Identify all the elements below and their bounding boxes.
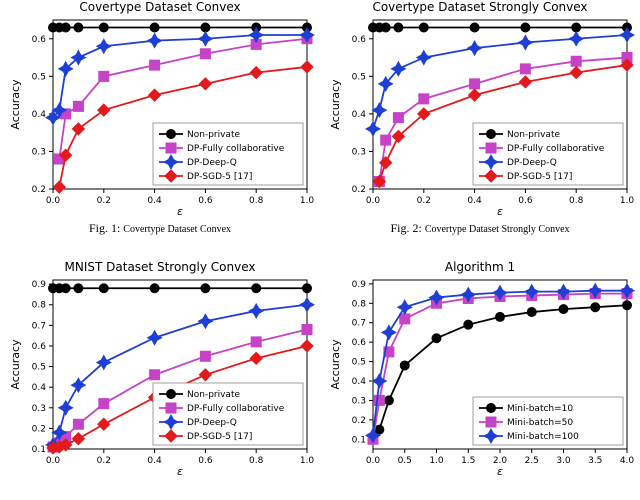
- figure-caption: Fig. 2: Covertype Dataset Strongly Conve…: [325, 221, 635, 236]
- x-axis-label: ε: [497, 465, 503, 477]
- svg-text:0.3: 0.3: [352, 147, 366, 157]
- svg-text:0.4: 0.4: [147, 456, 162, 466]
- svg-text:0.8: 0.8: [352, 299, 367, 309]
- chart-panel-p3: MNIST Dataset Strongly Convex0.00.20.40.…: [5, 260, 315, 490]
- svg-text:0.1: 0.1: [32, 445, 46, 455]
- figure-caption: Fig. 1: Covertype Dataset Convex: [5, 221, 315, 236]
- svg-text:0.0: 0.0: [46, 456, 61, 466]
- svg-text:0.5: 0.5: [352, 72, 366, 82]
- svg-text:1.0: 1.0: [300, 196, 315, 206]
- svg-text:0.2: 0.2: [352, 185, 366, 195]
- svg-text:0.8: 0.8: [32, 301, 47, 311]
- svg-text:0.7: 0.7: [352, 319, 366, 329]
- legend-label-nonprivate: Non-private: [187, 390, 240, 400]
- svg-text:0.2: 0.2: [97, 456, 111, 466]
- svg-text:0.2: 0.2: [352, 416, 366, 426]
- chart-panel-p4: Algorithm 10.00.51.01.52.02.53.03.54.00.…: [325, 260, 635, 490]
- svg-text:0.8: 0.8: [249, 196, 264, 206]
- series-line-deepq: [373, 35, 627, 129]
- svg-text:0.4: 0.4: [352, 110, 367, 120]
- svg-text:0.3: 0.3: [352, 396, 366, 406]
- y-axis-label: Accuracy: [329, 339, 342, 390]
- svg-text:0.4: 0.4: [147, 196, 162, 206]
- svg-text:1.0: 1.0: [620, 196, 635, 206]
- chart-title: Covertype Dataset Strongly Convex: [325, 0, 635, 14]
- legend-label-fully: DP-Fully collaborative: [187, 144, 285, 154]
- series-line-deepq: [53, 35, 307, 118]
- svg-text:0.0: 0.0: [46, 196, 61, 206]
- legend-label-mb50: Mini-batch=50: [507, 418, 573, 428]
- svg-text:0.7: 0.7: [32, 321, 46, 331]
- svg-text:0.6: 0.6: [198, 196, 213, 206]
- svg-text:0.0: 0.0: [366, 196, 381, 206]
- legend-label-sgd5: DP-SGD-5 [17]: [187, 172, 252, 182]
- legend-label-sgd5: DP-SGD-5 [17]: [507, 172, 572, 182]
- legend-label-sgd5: DP-SGD-5 [17]: [187, 432, 252, 442]
- legend-label-fully: DP-Fully collaborative: [187, 404, 285, 414]
- svg-text:0.2: 0.2: [97, 196, 111, 206]
- svg-text:0.4: 0.4: [32, 383, 47, 393]
- svg-text:0.2: 0.2: [32, 185, 46, 195]
- legend-label-deepq: DP-Deep-Q: [507, 158, 557, 168]
- chart-title: Algorithm 1: [325, 260, 635, 274]
- chart-panel-p2: Covertype Dataset Strongly Convex0.00.20…: [325, 0, 635, 230]
- svg-text:0.9: 0.9: [352, 280, 367, 290]
- series-markers-deepq: [366, 28, 634, 136]
- chart-title: Covertype Dataset Convex: [5, 0, 315, 14]
- svg-text:4.0: 4.0: [620, 456, 635, 466]
- legend-label-deepq: DP-Deep-Q: [187, 418, 237, 428]
- svg-text:0.1: 0.1: [352, 435, 366, 445]
- svg-text:0.2: 0.2: [417, 196, 431, 206]
- svg-text:3.0: 3.0: [556, 456, 571, 466]
- svg-text:0.9: 0.9: [32, 280, 47, 290]
- svg-text:0.3: 0.3: [32, 404, 46, 414]
- svg-text:0.6: 0.6: [518, 196, 533, 206]
- svg-text:0.6: 0.6: [198, 456, 213, 466]
- svg-text:0.4: 0.4: [32, 110, 47, 120]
- svg-text:0.2: 0.2: [32, 424, 46, 434]
- svg-text:0.6: 0.6: [352, 35, 367, 45]
- svg-text:0.6: 0.6: [32, 342, 47, 352]
- legend-label-nonprivate: Non-private: [507, 130, 560, 140]
- svg-text:1.0: 1.0: [300, 456, 315, 466]
- svg-text:0.5: 0.5: [32, 363, 46, 373]
- svg-text:0.5: 0.5: [398, 456, 412, 466]
- svg-text:0.3: 0.3: [32, 147, 46, 157]
- svg-text:0.4: 0.4: [352, 377, 367, 387]
- svg-text:0.8: 0.8: [249, 456, 264, 466]
- x-axis-label: ε: [177, 205, 183, 217]
- svg-text:0.0: 0.0: [366, 456, 381, 466]
- svg-text:0.8: 0.8: [569, 196, 584, 206]
- svg-text:0.5: 0.5: [352, 358, 366, 368]
- chart-plot: 0.00.20.40.60.81.00.20.30.40.50.6εAccura…: [5, 14, 315, 217]
- y-axis-label: Accuracy: [9, 339, 22, 390]
- svg-text:1.0: 1.0: [429, 456, 444, 466]
- svg-text:0.4: 0.4: [467, 196, 482, 206]
- svg-text:0.5: 0.5: [32, 72, 46, 82]
- legend-label-fully: DP-Fully collaborative: [507, 144, 605, 154]
- y-axis-label: Accuracy: [329, 79, 342, 130]
- legend-label-nonprivate: Non-private: [187, 130, 240, 140]
- y-axis-label: Accuracy: [9, 79, 22, 130]
- x-axis-label: ε: [177, 465, 183, 477]
- chart-plot: 0.00.20.40.60.81.00.20.30.40.50.6εAccura…: [325, 14, 635, 217]
- x-axis-label: ε: [497, 205, 503, 217]
- legend-label-deepq: DP-Deep-Q: [187, 158, 237, 168]
- legend-label-mb100: Mini-batch=100: [507, 432, 579, 442]
- svg-text:1.5: 1.5: [461, 456, 475, 466]
- svg-text:0.6: 0.6: [352, 338, 367, 348]
- chart-plot: 0.00.51.01.52.02.53.03.54.00.10.20.30.40…: [325, 274, 635, 477]
- chart-title: MNIST Dataset Strongly Convex: [5, 260, 315, 274]
- svg-text:0.6: 0.6: [32, 35, 47, 45]
- chart-plot: 0.0 0.2 0.4 0.6 0.8 1.0 0.1 0.2 0.3 0.4 0.5 0.6 0.7 0…: [5, 274, 315, 477]
- legend-label-mb10: Mini-batch=10: [507, 404, 573, 414]
- svg-text:3.5: 3.5: [588, 456, 602, 466]
- chart-panel-p1: Covertype Dataset Convex0.00.20.40.60.81…: [5, 0, 315, 230]
- svg-text:2.5: 2.5: [525, 456, 539, 466]
